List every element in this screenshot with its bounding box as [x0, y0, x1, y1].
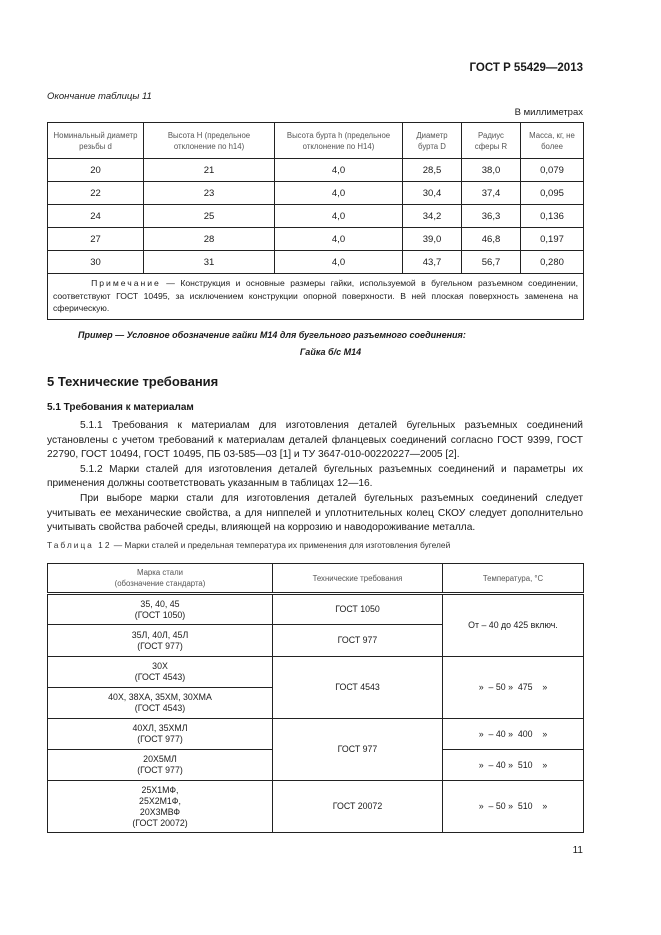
table-11: Номинальный диаметр резьбы d Высота H (п… [47, 122, 584, 320]
units-label: В миллиметрах [514, 107, 583, 118]
paragraph: 5.1.2 Марки сталей для изготовления дета… [47, 463, 583, 490]
paragraph: При выборе марки стали для изготовления … [47, 492, 583, 534]
requirement: ГОСТ 4543 [272, 656, 443, 719]
table-row: 22 23 4,0 30,4 37,4 0,095 [47, 181, 584, 205]
table-row: 30 31 4,0 43,7 56,7 0,280 [47, 250, 584, 274]
steel-grade: 30Х (ГОСТ 4543) [47, 656, 273, 688]
table-cell: 28,5 [402, 158, 462, 182]
table-cell: 56,7 [461, 250, 521, 274]
table-note: Примечание — Конструкция и основные разм… [47, 273, 584, 320]
caption-label: Таблица 12 [47, 540, 112, 550]
steel-grade: 40Х, 38ХА, 35ХМ, 30ХМА (ГОСТ 4543) [47, 687, 273, 719]
steel-grade: 35, 40, 45 (ГОСТ 1050) [47, 593, 273, 625]
table-cell: 28 [143, 227, 275, 251]
table-header-row: Номинальный диаметр резьбы d Высота H (п… [47, 122, 584, 159]
table-cell: 4,0 [274, 227, 403, 251]
table-cell: 0,136 [520, 204, 584, 228]
column-header: Масса, кг, не более [520, 122, 584, 159]
table-cell: 22 [47, 181, 144, 205]
table-cell: 25 [143, 204, 275, 228]
table-cell: 4,0 [274, 204, 403, 228]
table-cell: 30,4 [402, 181, 462, 205]
table-cell: 38,0 [461, 158, 521, 182]
table-cell: 31 [143, 250, 275, 274]
column-header: Высота бурта h (предельное отклонение по… [274, 122, 403, 159]
temperature: » – 50 » 475 » [442, 656, 584, 719]
table-cell: 4,0 [274, 158, 403, 182]
requirement: ГОСТ 977 [272, 624, 443, 657]
column-header: Технические требования [272, 563, 443, 595]
table-row: 24 25 4,0 34,2 36,3 0,136 [47, 204, 584, 228]
table-12-caption: Таблица 12 — Марки сталей и предельная т… [47, 540, 450, 550]
table-cell: 23 [143, 181, 275, 205]
column-header: Температура, °С [442, 563, 584, 595]
temperature: » – 40 » 510 » [442, 749, 584, 781]
table-row: 25Х1МФ, 25Х2М1Ф, 20Х3МВФ (ГОСТ 20072) ГО… [47, 780, 584, 833]
column-header: Марка стали (обозначение стандарта) [47, 563, 273, 595]
table-cell: 46,8 [461, 227, 521, 251]
steel-grade: 20Х5МЛ (ГОСТ 977) [47, 749, 273, 781]
requirement: ГОСТ 20072 [272, 780, 443, 833]
column-header: Номинальный диаметр резьбы d [47, 122, 144, 159]
paragraph: 5.1.1 Требования к материалам для изгото… [47, 420, 583, 461]
requirement: ГОСТ 1050 [272, 593, 443, 625]
table-cell: 37,4 [461, 181, 521, 205]
steel-grade: 40ХЛ, 35ХМЛ (ГОСТ 977) [47, 718, 273, 750]
table-12: Марка стали (обозначение стандарта) Техн… [47, 563, 584, 833]
requirement: ГОСТ 977 [272, 718, 443, 781]
table-cell: 0,079 [520, 158, 584, 182]
table-row: 35, 40, 45 (ГОСТ 1050) ГОСТ 1050 От – 40… [47, 593, 584, 657]
note-label: Примечание [91, 278, 161, 288]
column-header: Радиус сферы R [461, 122, 521, 159]
note-text: — Конструкция и основные размеры гайки, … [53, 278, 579, 313]
table-cell: 34,2 [402, 204, 462, 228]
steel-grade: 25Х1МФ, 25Х2М1Ф, 20Х3МВФ (ГОСТ 20072) [47, 780, 273, 833]
table-row: 27 28 4,0 39,0 46,8 0,197 [47, 227, 584, 251]
table-cell: 36,3 [461, 204, 521, 228]
table-row: 40ХЛ, 35ХМЛ (ГОСТ 977) ГОСТ 977 » – 40 »… [47, 718, 584, 781]
column-header: Высота H (предельное отклонение по h14) [143, 122, 275, 159]
temperature: » – 40 » 400 » [442, 718, 584, 750]
table-cell: 4,0 [274, 250, 403, 274]
page-number: 11 [572, 845, 583, 856]
temperature: От – 40 до 425 включ. [442, 593, 584, 657]
table-cell: 27 [47, 227, 144, 251]
temperature: » – 50 » 510 » [442, 780, 584, 833]
standard-header: ГОСТ Р 55429—2013 [469, 62, 583, 74]
table-cell: 0,280 [520, 250, 584, 274]
table-cell: 0,197 [520, 227, 584, 251]
table-header-row: Марка стали (обозначение стандарта) Техн… [47, 563, 584, 595]
steel-grade: 35Л, 40Л, 45Л (ГОСТ 977) [47, 624, 273, 657]
table-cell: 21 [143, 158, 275, 182]
table-note-row: Примечание — Конструкция и основные разм… [47, 273, 584, 320]
example-caption: Пример — Условное обозначение гайки М14 … [78, 330, 466, 340]
table-cell: 24 [47, 204, 144, 228]
table-cell: 0,095 [520, 181, 584, 205]
column-header: Диаметр бурта D [402, 122, 462, 159]
section-body: 5.1.1 Требования к материалам для изгото… [47, 419, 583, 536]
table-row: 20 21 4,0 28,5 38,0 0,079 [47, 158, 584, 182]
table-cell: 43,7 [402, 250, 462, 274]
table-row: 20Х5МЛ (ГОСТ 977) » – 40 » 510 » [47, 749, 584, 781]
subsection-title: 5.1 Требования к материалам [47, 402, 194, 413]
example-designation: Гайка б/с М14 [299, 347, 362, 357]
table-cell: 39,0 [402, 227, 462, 251]
table-cell: 20 [47, 158, 144, 182]
table-row: 30Х (ГОСТ 4543) ГОСТ 4543 » – 50 » 475 » [47, 656, 584, 719]
table-cell: 4,0 [274, 181, 403, 205]
table-cell: 30 [47, 250, 144, 274]
section-title: 5 Технические требования [47, 374, 219, 389]
caption-text: — Марки сталей и предельная температура … [111, 540, 451, 550]
table-continuation-label: Окончание таблицы 11 [47, 91, 152, 102]
table-row: 35Л, 40Л, 45Л (ГОСТ 977) ГОСТ 977 [47, 624, 584, 657]
